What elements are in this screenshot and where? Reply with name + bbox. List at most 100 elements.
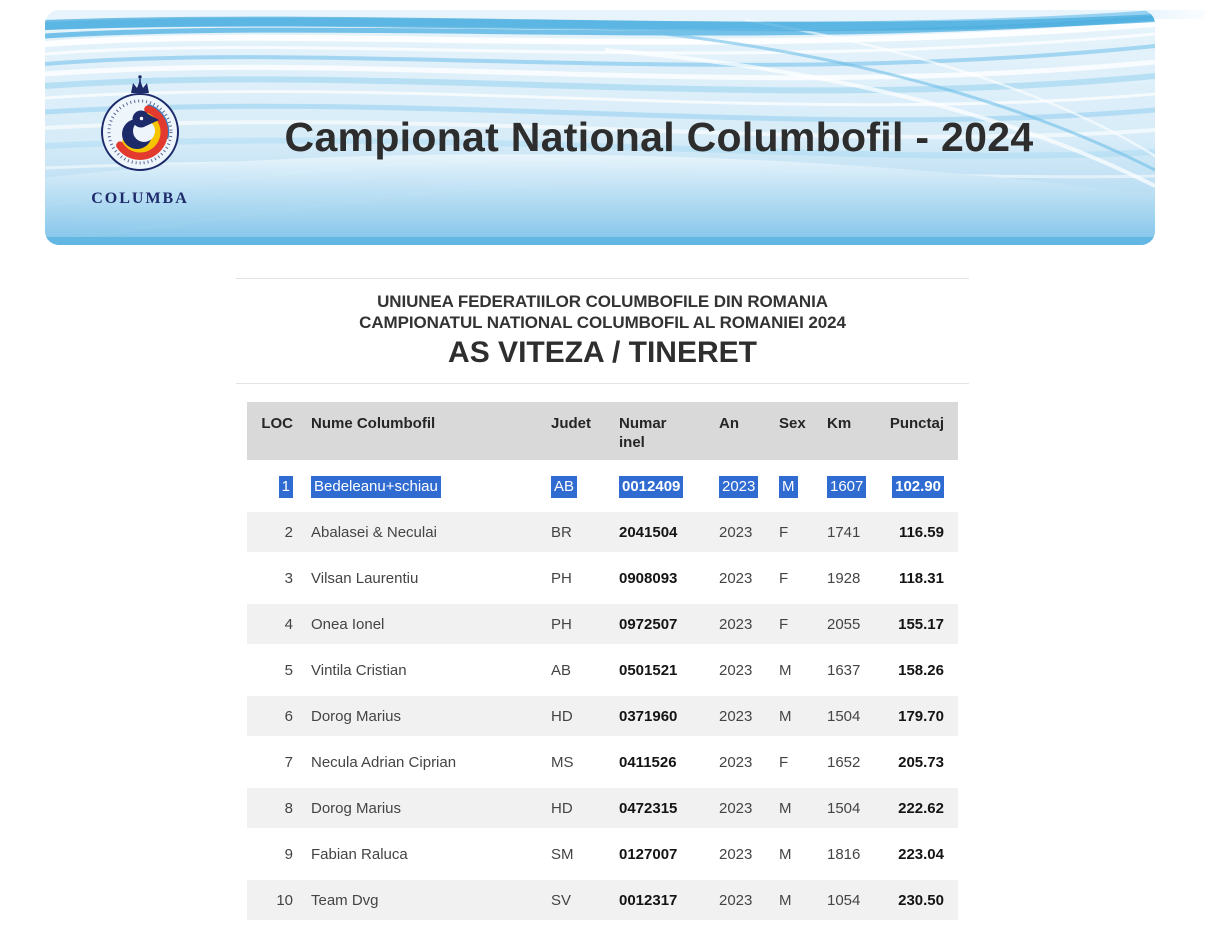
cell-text: F xyxy=(779,615,789,633)
cell-nume: Vilsan Laurentiu xyxy=(299,558,543,598)
cell-an: 2023 xyxy=(713,696,771,736)
cell-loc: 5 xyxy=(247,650,299,690)
header-banner: COLUMBA Campionat National Columbofil - … xyxy=(45,10,1155,245)
cell-text: F xyxy=(779,753,789,771)
cell-text: 1054 xyxy=(827,891,861,909)
cell-text: 0127007 xyxy=(619,845,678,863)
cell-text: 0012317 xyxy=(619,891,678,909)
cell-km: 2055 xyxy=(821,604,878,644)
cell-sex: F xyxy=(771,558,821,598)
table-row[interactable]: 6 Dorog Marius HD 0371960 2023 M 1504 179.70 xyxy=(247,696,958,736)
selected-text: AB xyxy=(551,475,578,498)
subtitle-federation: UNIUNEA FEDERATIILOR COLUMBOFILE DIN ROM… xyxy=(377,292,828,311)
cell-nume: Dorog Marius xyxy=(299,788,543,828)
cell-text: M xyxy=(779,891,792,909)
cell-inel: 0012409 xyxy=(609,466,713,506)
cell-text: 4 xyxy=(284,615,293,633)
cell-an: 2023 xyxy=(713,788,771,828)
cell-sex: M xyxy=(771,696,821,736)
cell-judet: AB xyxy=(543,650,609,690)
selected-text: 1607 xyxy=(827,475,867,498)
selected-text: 102.90 xyxy=(892,475,944,498)
cell-text: 118.31 xyxy=(898,569,944,587)
table-row[interactable]: 5 Vintila Cristian AB 0501521 2023 M 1637 158.2… xyxy=(247,650,958,690)
cell-text: 0501521 xyxy=(619,661,678,679)
table-row[interactable]: 4 Onea Ionel PH 0972507 2023 F 2055 155.17 xyxy=(247,604,958,644)
table-row[interactable]: 3 Vilsan Laurentiu PH 0908093 2023 F 1928 118.3… xyxy=(247,558,958,598)
cell-text: Dorog Marius xyxy=(311,707,402,725)
cell-text: 2055 xyxy=(827,615,861,633)
cell-km: 1607 xyxy=(821,466,878,506)
cell-text: 0411526 xyxy=(619,753,677,771)
cell-km: 1652 xyxy=(821,742,878,782)
cell-punctaj: 116.59 xyxy=(878,512,958,552)
cell-text: 2023 xyxy=(719,661,753,679)
cell-text: 1741 xyxy=(827,523,861,541)
cell-inel: 0411526 xyxy=(609,742,713,782)
separator-top xyxy=(236,278,969,279)
cell-text: SM xyxy=(551,845,574,863)
cell-text: Necula Adrian Ciprian xyxy=(311,753,457,771)
cell-punctaj: 230.50 xyxy=(878,880,958,920)
cell-inel: 0127007 xyxy=(609,834,713,874)
separator-bottom xyxy=(236,383,969,384)
table-row[interactable]: 2 Abalasei & Neculai BR 2041504 2023 F 1741 116… xyxy=(247,512,958,552)
cell-loc: 3 xyxy=(247,558,299,598)
cell-text: Dorog Marius xyxy=(311,799,402,817)
table-row[interactable]: 8 Dorog Marius HD 0472315 2023 M 1504 222.62 xyxy=(247,788,958,828)
cell-text: 223.04 xyxy=(898,845,944,863)
cell-an: 2023 xyxy=(713,604,771,644)
cell-text: 230.50 xyxy=(898,891,944,909)
cell-punctaj: 179.70 xyxy=(878,696,958,736)
cell-text: 2 xyxy=(284,523,293,541)
cell-text: 1504 xyxy=(827,707,861,725)
cell-text: BR xyxy=(551,523,572,541)
cell-text: 2023 xyxy=(719,523,753,541)
cell-text: 1504 xyxy=(827,799,861,817)
column-header-sex: Sex xyxy=(771,402,821,460)
cell-text: Vilsan Laurentiu xyxy=(311,569,419,587)
cell-text: 2023 xyxy=(719,753,753,771)
cell-loc: 7 xyxy=(247,742,299,782)
table-row[interactable]: 1 Bedeleanu+schiau AB 0012409 2023 M 1607 102.9… xyxy=(247,466,958,506)
table-row[interactable]: 10 Team Dvg SV 0012317 2023 M 1054 230.50 xyxy=(247,880,958,920)
cell-sex: M xyxy=(771,788,821,828)
cell-text: 2041504 xyxy=(619,523,678,541)
cell-inel: 0472315 xyxy=(609,788,713,828)
selected-text: Bedeleanu+schiau xyxy=(311,475,441,498)
cell-text: PH xyxy=(551,615,572,633)
cell-nume: Abalasei & Neculai xyxy=(299,512,543,552)
cell-text: AB xyxy=(551,661,572,679)
cell-text: 1928 xyxy=(827,569,861,587)
cell-an: 2023 xyxy=(713,834,771,874)
table-row[interactable]: 7 Necula Adrian Ciprian MS 0411526 2023 F 1652… xyxy=(247,742,958,782)
results-table-head: LOC Nume Columbofil Judet Numar inel An Sex Km… xyxy=(247,402,958,460)
cell-nume: Bedeleanu+schiau xyxy=(299,466,543,506)
results-table: LOC Nume Columbofil Judet Numar inel An Sex Km… xyxy=(247,396,958,926)
cell-sex: M xyxy=(771,650,821,690)
cell-km: 1054 xyxy=(821,880,878,920)
cell-judet: HD xyxy=(543,696,609,736)
logo-wordmark: COLUMBA xyxy=(91,190,189,207)
columba-logo-emblem xyxy=(101,75,179,171)
cell-loc: 6 xyxy=(247,696,299,736)
cell-inel: 2041504 xyxy=(609,512,713,552)
selected-text: 2023 xyxy=(719,475,759,498)
columba-logo: COLUMBA xyxy=(77,72,203,208)
table-row[interactable]: 9 Fabian Raluca SM 0127007 2023 M 1816 223.04 xyxy=(247,834,958,874)
cell-loc: 10 xyxy=(247,880,299,920)
cell-an: 2023 xyxy=(713,558,771,598)
cell-sex: M xyxy=(771,834,821,874)
cell-sex: F xyxy=(771,742,821,782)
results-table-body: 1 Bedeleanu+schiau AB 0012409 2023 M 1607 102.9… xyxy=(247,466,958,920)
cell-text: 158.26 xyxy=(898,661,944,679)
cell-judet: PH xyxy=(543,604,609,644)
cell-punctaj: 155.17 xyxy=(878,604,958,644)
cell-text: PH xyxy=(551,569,572,587)
column-header-km: Km xyxy=(821,402,878,460)
cell-judet: PH xyxy=(543,558,609,598)
cell-text: 0908093 xyxy=(619,569,678,587)
cell-punctaj: 223.04 xyxy=(878,834,958,874)
cell-inel: 0371960 xyxy=(609,696,713,736)
cell-loc: 9 xyxy=(247,834,299,874)
